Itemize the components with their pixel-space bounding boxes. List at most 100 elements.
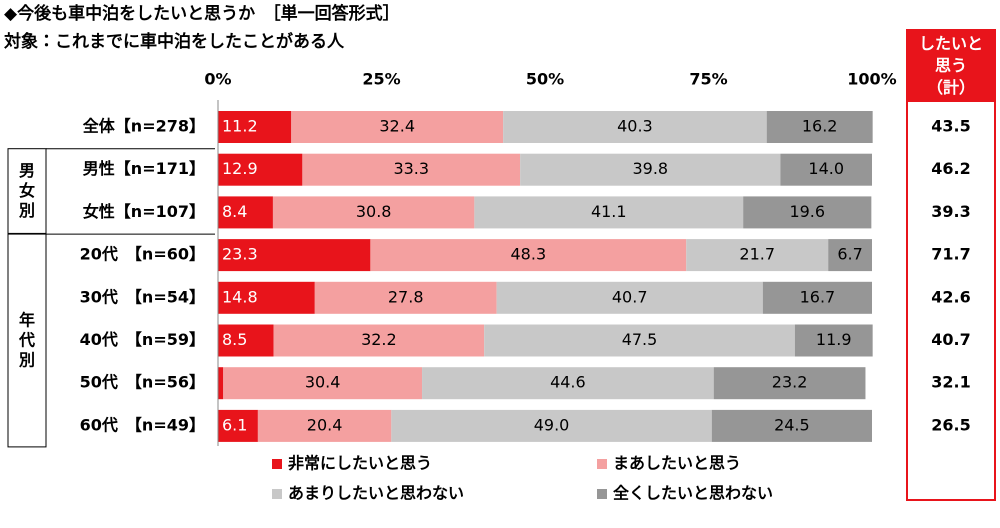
value-label: 16.7 [800,287,836,306]
bar-segment [828,239,872,272]
bar-segment [391,409,712,442]
bar-segment [743,196,872,229]
total-value: 26.5 [931,415,970,434]
value-label: 6.1 [222,415,247,434]
bar-segment [503,111,767,143]
value-label: 19.6 [789,202,825,221]
value-label: 23.2 [772,373,808,392]
value-label: 16.2 [802,117,838,136]
bar-segment [257,409,392,442]
bar-segment [713,367,866,400]
category-label: 女性【n=107】 [83,202,205,221]
bar-segment [474,196,744,229]
value-label: 27.8 [388,287,424,306]
category-label: 20代 【n=60】 [80,245,205,264]
legend-swatch [272,489,282,499]
legend-label: まあしたいと思う [613,454,741,473]
bar-segment [218,111,292,143]
value-label: 40.7 [612,287,648,306]
bar-segment [794,324,873,357]
bar-segment [218,281,315,314]
bar-segment [273,324,485,357]
category-label: 男性【n=171】 [83,159,205,178]
value-label: 6.7 [837,245,862,264]
group-box [7,233,47,448]
value-label: 49.0 [534,415,570,434]
x-tick-label: 0% [204,70,231,89]
bar-segment [314,281,497,314]
total-value: 71.7 [931,245,970,264]
category-label: 60代 【n=49】 [80,415,205,434]
value-label: 20.4 [307,415,343,434]
group-label: 年代別 [18,310,35,369]
bar-segment [218,409,258,442]
value-label: 32.4 [379,117,415,136]
total-value: 39.3 [931,202,970,221]
bar-segment [686,239,829,272]
chart-subtitle: 対象：これまでに車中泊をしたことがある人 [3,31,345,52]
total-value: 32.1 [931,373,970,392]
value-label: 30.4 [305,373,341,392]
legend-label: あまりしたいと思わない [288,484,464,503]
bar-segment [766,111,873,143]
legend-swatch [272,459,282,469]
category-label: 30代 【n=54】 [80,287,205,306]
x-tick-label: 75% [689,70,727,89]
value-label: 14.8 [222,287,258,306]
legend-label: 非常にしたいと思う [288,454,432,473]
category-label: 全体【n=278】 [83,117,205,136]
value-label: 8.5 [222,330,247,349]
bar-segment [272,196,475,229]
bar-segment [370,239,687,272]
value-label: 23.3 [222,245,258,264]
category-label: 40代 【n=59】 [80,330,205,349]
total-value: 46.2 [931,159,970,178]
bar-segment [218,196,273,229]
value-label: 11.2 [222,117,258,136]
bar-segment [218,367,224,400]
total-value: 43.5 [931,117,970,136]
total-value: 40.7 [931,330,970,349]
value-label: 11.9 [816,330,852,349]
bar-segment [223,367,423,400]
value-label: 14.0 [808,159,844,178]
legend-swatch [597,459,607,469]
value-label: 33.3 [393,159,429,178]
value-label: 44.6 [550,373,586,392]
x-tick-label: 100% [847,70,896,89]
bar-segment [291,111,504,143]
total-value: 42.6 [931,287,970,306]
bar-segment [218,239,371,272]
value-label: 41.1 [591,202,627,221]
value-label: 40.3 [617,117,653,136]
value-label: 24.5 [774,415,810,434]
value-label: 48.3 [511,245,547,264]
bar-segment [711,409,872,442]
value-label: 39.8 [632,159,668,178]
bar-segment [762,281,872,314]
x-tick-label: 50% [526,70,564,89]
category-label: 50代 【n=56】 [80,373,205,392]
value-label: 8.4 [222,202,247,221]
bar-segment [780,153,872,186]
totals-title: したいと思う（計） [919,34,983,97]
legend-swatch [597,489,607,499]
value-label: 30.8 [356,202,392,221]
group-box [7,148,47,234]
bar-segment [422,367,714,400]
group-label: 男女別 [19,161,35,220]
bar-segment [218,153,303,186]
value-label: 12.9 [222,159,258,178]
bar-segment [218,324,274,357]
bar-segment [302,153,521,186]
totals-header-bg [907,30,995,102]
legend-label: 全くしたいと思わない [613,484,773,503]
value-label: 32.2 [361,330,397,349]
bar-segment [520,153,781,186]
bar-segment [496,281,763,314]
chart-title: ◆今後も車中泊をしたいと思うか ［単一回答形式］ [4,3,400,24]
x-tick-label: 25% [362,70,400,89]
value-label: 47.5 [622,330,658,349]
bar-segment [484,324,795,357]
